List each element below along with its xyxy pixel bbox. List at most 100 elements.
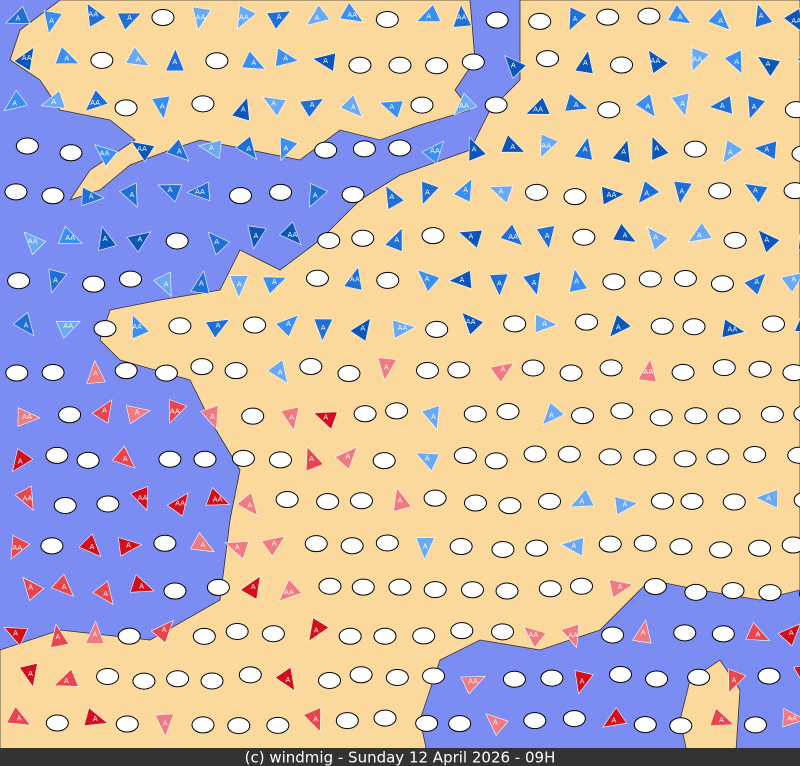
- wind-label: A: [463, 186, 468, 194]
- wind-label: A: [53, 276, 58, 284]
- calm-marker: [375, 10, 399, 28]
- wind-label: A: [103, 590, 108, 598]
- calm-marker: [337, 365, 361, 383]
- calm-marker: [760, 405, 784, 423]
- wind-arrow: [125, 405, 151, 425]
- wind-label: A: [323, 414, 328, 422]
- wind-label: A: [574, 278, 579, 286]
- wind-arrow: [568, 267, 589, 293]
- calm-marker: [671, 363, 695, 381]
- calm-marker: [261, 625, 285, 643]
- wind-label: A: [755, 631, 760, 639]
- wind-label: A: [89, 193, 94, 201]
- wind-arrow: [150, 619, 174, 644]
- wind-arrow: [392, 319, 417, 339]
- wind-label: A: [209, 144, 214, 152]
- wind-arrow: [349, 317, 371, 342]
- wind-label: AA: [12, 544, 22, 552]
- wind-label: A: [246, 145, 251, 153]
- calm-marker: [712, 359, 736, 377]
- calm-marker: [525, 539, 549, 557]
- wind-arrow: [261, 276, 288, 295]
- wind-arrow: [43, 10, 63, 35]
- calm-marker: [275, 491, 299, 509]
- calm-marker: [684, 407, 708, 425]
- calm-marker: [45, 446, 69, 464]
- calm-marker: [708, 182, 732, 200]
- calm-marker: [682, 318, 706, 336]
- calm-marker: [372, 452, 396, 470]
- wind-label: A: [759, 12, 764, 20]
- wind-label: A: [139, 582, 144, 590]
- calm-marker: [224, 362, 248, 380]
- wind-label: A: [641, 629, 646, 637]
- wind-arrow: [489, 273, 509, 298]
- calm-marker: [163, 582, 187, 600]
- wind-arrow: [190, 270, 210, 295]
- wind-arrow: [154, 713, 175, 738]
- calm-marker: [425, 57, 449, 75]
- wind-arrow: [266, 359, 288, 384]
- calm-marker: [783, 182, 800, 200]
- wind-label: A: [160, 102, 165, 110]
- wind-label: A: [497, 279, 502, 287]
- calm-marker: [687, 668, 711, 686]
- wind-arrow: [673, 180, 693, 205]
- calm-marker: [316, 493, 340, 511]
- wind-label: A: [646, 102, 651, 110]
- wind-arrow: [237, 4, 257, 30]
- wind-label: A: [752, 103, 757, 111]
- wind-arrow: [757, 229, 781, 254]
- wind-label: A: [272, 539, 277, 547]
- wind-label: A: [130, 191, 135, 199]
- wind-label: A: [789, 629, 794, 637]
- calm-marker: [412, 627, 436, 645]
- wind-label: A: [425, 275, 430, 283]
- wind-arrow: [691, 47, 710, 73]
- calm-marker: [495, 582, 519, 600]
- wind-label: A: [136, 55, 141, 63]
- wind-label: A: [172, 58, 177, 66]
- calm-marker: [415, 714, 439, 732]
- wind-label: A: [163, 719, 168, 727]
- wind-arrow: [339, 1, 364, 23]
- calm-marker: [318, 671, 342, 689]
- wind-label: A: [623, 232, 628, 240]
- wind-arrow: [50, 623, 70, 648]
- wind-arrow: [415, 3, 442, 22]
- calm-marker: [90, 51, 114, 69]
- calm-marker: [348, 56, 372, 74]
- wind-arrow: [309, 183, 329, 208]
- wind-label: AA: [195, 188, 205, 196]
- wind-label: AA: [287, 231, 297, 239]
- wind-arrow: [130, 141, 156, 163]
- wind-label: A: [360, 325, 365, 333]
- wind-arrow: [266, 10, 292, 30]
- wind-label: A: [272, 278, 277, 286]
- wind-label: A: [618, 583, 623, 591]
- calm-marker: [571, 407, 595, 425]
- calm-marker: [781, 536, 800, 554]
- wind-arrow: [747, 95, 767, 120]
- calm-marker: [633, 534, 657, 552]
- calm-marker: [673, 624, 697, 642]
- calm-marker: [375, 534, 399, 552]
- wind-label: AA: [787, 714, 797, 722]
- wind-label: A: [135, 409, 140, 417]
- wind-label: AA: [528, 631, 538, 639]
- wind-label: A: [164, 280, 169, 288]
- calm-marker: [58, 406, 82, 424]
- calm-marker: [376, 271, 400, 289]
- calm-marker: [168, 317, 192, 335]
- calm-marker: [153, 534, 177, 552]
- wind-arrow: [261, 96, 287, 117]
- wind-label: A: [216, 321, 221, 329]
- wind-arrow: [574, 670, 594, 695]
- wind-label: AA: [398, 324, 408, 332]
- wind-arrow: [743, 183, 769, 204]
- wind-label: AA: [22, 54, 32, 62]
- wind-arrow: [670, 92, 690, 118]
- calm-marker: [241, 407, 265, 425]
